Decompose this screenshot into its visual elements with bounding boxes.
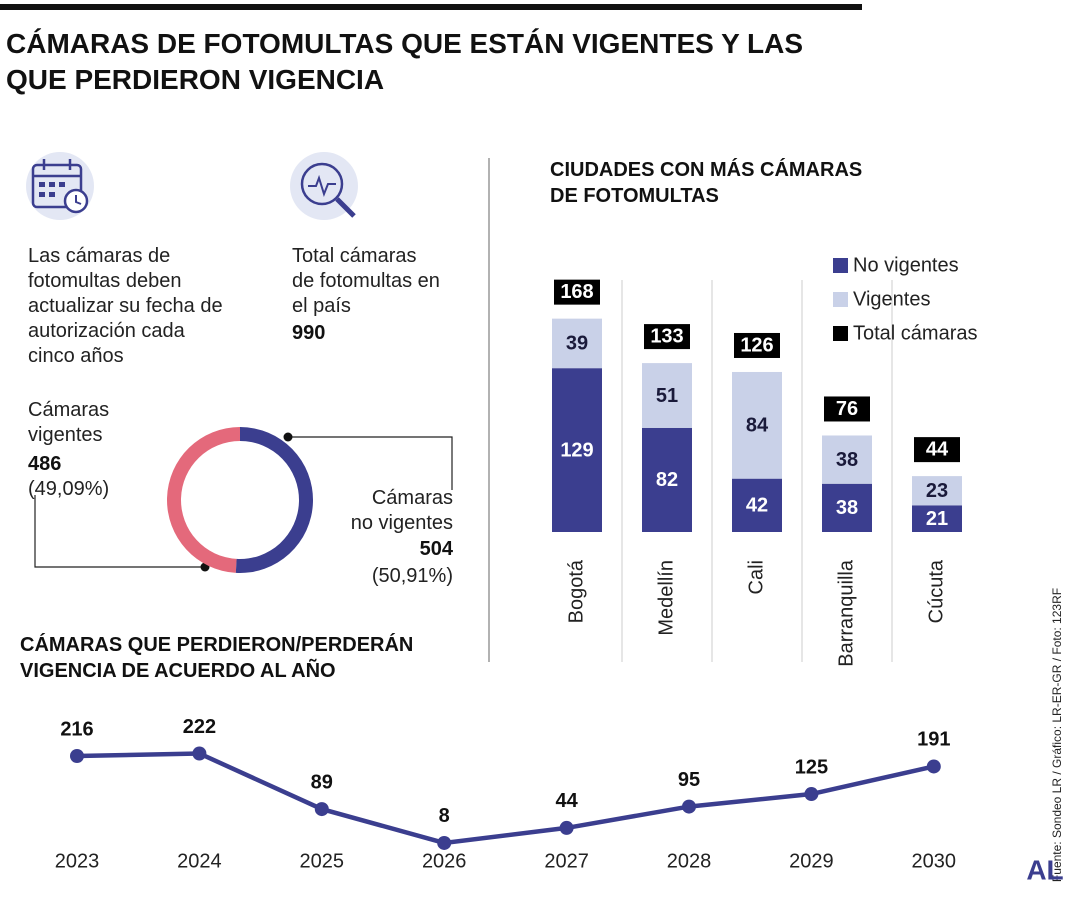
total-label: Total cámaras de fotomultas en el país xyxy=(292,245,440,317)
donut-percent: (49,09%) xyxy=(28,478,110,500)
point-label: 222 xyxy=(183,716,216,738)
bar-segment xyxy=(732,371,782,479)
search-icon xyxy=(290,152,358,220)
x-tick-label: 2028 xyxy=(667,850,712,872)
bar-segment xyxy=(912,476,962,506)
bar-segment xyxy=(642,427,692,532)
point-label: 8 xyxy=(439,805,450,827)
bar-value: 82 xyxy=(656,469,678,491)
total-value: 44 xyxy=(926,438,949,460)
total-value: 168 xyxy=(560,281,593,303)
total-value: 76 xyxy=(836,398,858,420)
calendar-icon xyxy=(26,152,94,220)
total-box xyxy=(914,437,960,463)
total-box xyxy=(644,324,690,350)
total-box xyxy=(734,332,780,358)
category-label: Medellín xyxy=(655,560,677,636)
legend-label: Total cámaras xyxy=(853,322,978,344)
donut-label: Cámaras no vigentes xyxy=(350,487,453,534)
title: CÁMARAS DE FOTOMULTAS QUE ESTÁN VIGENTES… xyxy=(6,28,804,95)
bar-segment xyxy=(552,368,602,532)
point-label: 125 xyxy=(795,756,828,778)
point xyxy=(682,799,696,814)
bar-segment xyxy=(822,483,872,532)
x-tick-label: 2023 xyxy=(55,850,100,872)
category-label: Cali xyxy=(745,560,767,594)
bar-segment xyxy=(732,478,782,532)
bar-segment xyxy=(822,435,872,484)
point xyxy=(804,787,819,802)
point-label: 216 xyxy=(60,718,93,740)
point-label: 44 xyxy=(555,790,578,812)
bar-value: 39 xyxy=(566,333,588,355)
legend-swatch xyxy=(833,326,848,341)
donut-slice xyxy=(235,427,314,573)
logo: AL xyxy=(1026,854,1063,885)
point-label: 191 xyxy=(917,729,950,751)
note: Las cámaras de fotomultas deben actualiz… xyxy=(28,245,223,367)
bar-value: 42 xyxy=(746,495,768,517)
category-label: Cúcuta xyxy=(925,559,947,623)
x-tick-label: 2029 xyxy=(789,850,834,872)
category-label: Barranquilla xyxy=(835,559,857,667)
x-tick-label: 2027 xyxy=(544,850,589,872)
point-label: 95 xyxy=(678,769,700,791)
legend-swatch xyxy=(833,292,848,307)
legend-label: Vigentes xyxy=(853,288,930,310)
bar-value: 21 xyxy=(926,508,948,530)
point xyxy=(437,835,452,850)
total-value: 133 xyxy=(650,325,683,347)
bar-value: 23 xyxy=(926,480,948,502)
donut-value: 504 xyxy=(419,538,453,560)
point xyxy=(559,820,574,835)
bar-value: 84 xyxy=(746,415,769,437)
top-rule xyxy=(0,4,862,10)
point xyxy=(926,759,941,774)
legend-label: No vigentes xyxy=(853,254,959,276)
total-box xyxy=(554,279,600,305)
x-tick-label: 2030 xyxy=(912,850,957,872)
donut-value: 486 xyxy=(28,453,62,475)
donut-label: Cámaras vigentes xyxy=(28,399,110,446)
total-value: 126 xyxy=(740,334,773,356)
bar-segment xyxy=(552,318,602,369)
point-label: 89 xyxy=(311,771,333,793)
legend-swatch xyxy=(833,258,848,273)
x-tick-label: 2024 xyxy=(177,850,222,872)
bar-value: 38 xyxy=(836,449,858,471)
line-title: CÁMARAS QUE PERDIERON/PERDERÁN VIGENCIA … xyxy=(20,634,414,682)
total-value: 990 xyxy=(292,322,326,344)
x-tick-label: 2026 xyxy=(422,850,467,872)
point xyxy=(314,802,329,817)
donut-percent: (50,91%) xyxy=(371,565,453,587)
bar-segment xyxy=(642,363,692,428)
source: Fuente: Sondeo LR / Gráfico: LR-ER-GR / … xyxy=(1050,588,1064,882)
bar-value: 51 xyxy=(656,385,678,407)
bar-title: CIUDADES CON MÁS CÁMARAS DE FOTOMULTAS xyxy=(550,159,863,207)
bar-value: 38 xyxy=(836,497,858,519)
bar-value: 129 xyxy=(560,439,593,461)
x-tick-label: 2025 xyxy=(300,850,345,872)
point xyxy=(70,749,84,764)
leader-dot xyxy=(283,432,293,442)
leader-line xyxy=(288,436,453,490)
donut-slice xyxy=(167,427,240,573)
bar-segment xyxy=(912,505,962,532)
point xyxy=(192,746,207,761)
leader-line xyxy=(34,495,205,568)
total-box xyxy=(824,396,870,422)
category-label: Bogotá xyxy=(565,559,587,623)
line xyxy=(76,751,935,846)
